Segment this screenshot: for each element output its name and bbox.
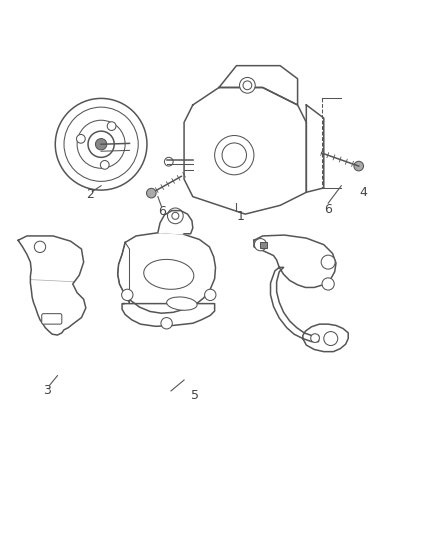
Circle shape (172, 212, 179, 220)
Polygon shape (122, 304, 215, 326)
Circle shape (88, 131, 114, 157)
Circle shape (311, 334, 319, 343)
Polygon shape (219, 66, 297, 105)
Circle shape (243, 81, 252, 90)
FancyBboxPatch shape (42, 313, 62, 324)
Text: 1: 1 (237, 210, 245, 223)
Circle shape (164, 157, 173, 166)
Circle shape (107, 122, 116, 131)
Ellipse shape (144, 260, 194, 289)
Circle shape (95, 139, 107, 150)
Polygon shape (271, 268, 318, 342)
Circle shape (161, 318, 172, 329)
Polygon shape (306, 105, 324, 192)
Circle shape (322, 278, 334, 290)
FancyBboxPatch shape (261, 243, 267, 248)
Polygon shape (118, 243, 130, 304)
Circle shape (64, 107, 138, 181)
Circle shape (205, 289, 216, 301)
Text: 2: 2 (86, 188, 94, 201)
Text: 3: 3 (42, 384, 50, 398)
Circle shape (324, 332, 338, 345)
Circle shape (34, 241, 46, 253)
Polygon shape (158, 211, 193, 234)
Circle shape (167, 208, 183, 224)
Text: 6: 6 (324, 203, 332, 216)
Circle shape (254, 239, 267, 251)
Text: 5: 5 (191, 389, 199, 402)
Polygon shape (118, 232, 215, 313)
Circle shape (222, 143, 247, 167)
Polygon shape (254, 235, 336, 287)
Text: 4: 4 (359, 186, 367, 199)
Polygon shape (184, 87, 306, 214)
Polygon shape (18, 236, 86, 335)
Circle shape (77, 134, 85, 143)
Circle shape (354, 161, 364, 171)
Text: 6: 6 (158, 205, 166, 219)
Circle shape (122, 289, 133, 301)
Ellipse shape (166, 297, 197, 310)
Circle shape (321, 255, 335, 269)
Circle shape (55, 99, 147, 190)
Circle shape (147, 188, 156, 198)
Circle shape (77, 120, 125, 168)
Circle shape (240, 77, 255, 93)
Circle shape (215, 135, 254, 175)
Circle shape (100, 160, 109, 169)
Polygon shape (303, 324, 348, 352)
